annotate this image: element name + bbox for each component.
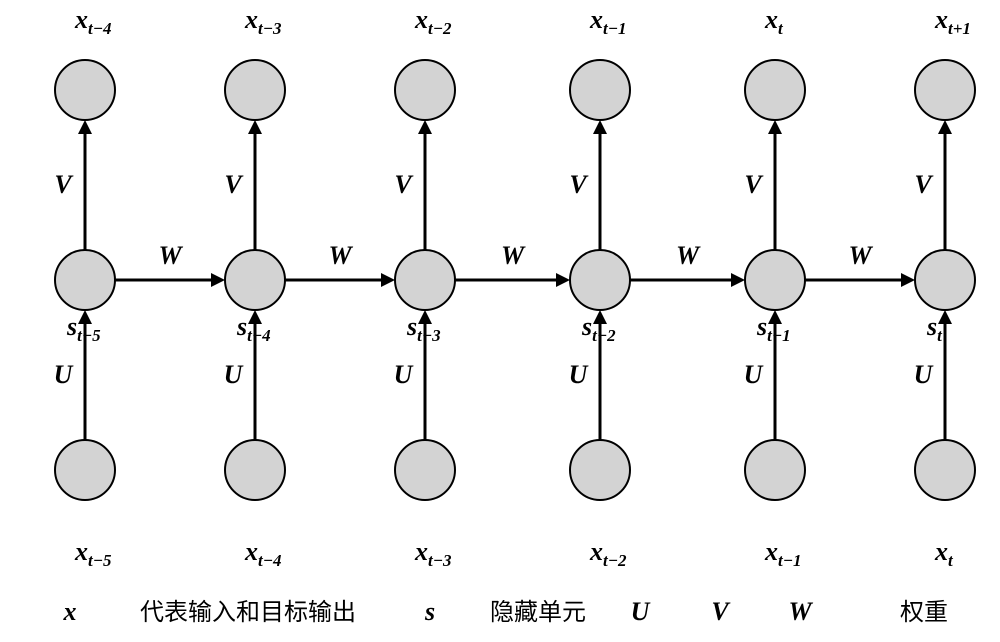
label-W-3: W — [676, 241, 701, 270]
input-node-5 — [915, 440, 975, 500]
label-V-4: V — [744, 170, 764, 199]
label-V-2: V — [394, 170, 414, 199]
label-U-0: U — [54, 360, 74, 389]
legend-s-text: 隐藏单元 — [490, 599, 586, 626]
hidden-node-1 — [225, 250, 285, 310]
hidden-node-0 — [55, 250, 115, 310]
input-node-1 — [225, 440, 285, 500]
legend-s-sym: s — [424, 597, 435, 626]
hidden-node-4 — [745, 250, 805, 310]
label-W-4: W — [848, 241, 873, 270]
legend-x-text: 代表输入和目标输出 — [140, 599, 356, 626]
legend-weights-text: 权重 — [900, 599, 948, 626]
label-V-5: V — [914, 170, 934, 199]
input-node-3 — [570, 440, 630, 500]
label-W-2: W — [501, 241, 526, 270]
label-U-3: U — [569, 360, 589, 389]
input-node-0 — [55, 440, 115, 500]
legend-V-sym: V — [711, 597, 731, 626]
hidden-node-2 — [395, 250, 455, 310]
input-node-2 — [395, 440, 455, 500]
label-V-1: V — [224, 170, 244, 199]
output-node-3 — [570, 60, 630, 120]
label-U-4: U — [744, 360, 764, 389]
input-node-4 — [745, 440, 805, 500]
hidden-node-3 — [570, 250, 630, 310]
rnn-diagram: UVWUVWUVWUVWUVWUVxt−4st−5xt−5xt−3st−4xt−… — [0, 0, 1000, 642]
legend-U-sym: U — [631, 597, 651, 626]
output-node-0 — [55, 60, 115, 120]
legend-W-sym: W — [788, 597, 813, 626]
label-U-5: U — [914, 360, 934, 389]
label-V-3: V — [569, 170, 589, 199]
hidden-node-5 — [915, 250, 975, 310]
label-U-1: U — [224, 360, 244, 389]
label-W-0: W — [158, 241, 183, 270]
label-V-0: V — [54, 170, 74, 199]
label-W-1: W — [328, 241, 353, 270]
output-node-2 — [395, 60, 455, 120]
output-node-4 — [745, 60, 805, 120]
legend-x-sym: x — [63, 597, 77, 626]
label-U-2: U — [394, 360, 414, 389]
output-node-5 — [915, 60, 975, 120]
output-node-1 — [225, 60, 285, 120]
